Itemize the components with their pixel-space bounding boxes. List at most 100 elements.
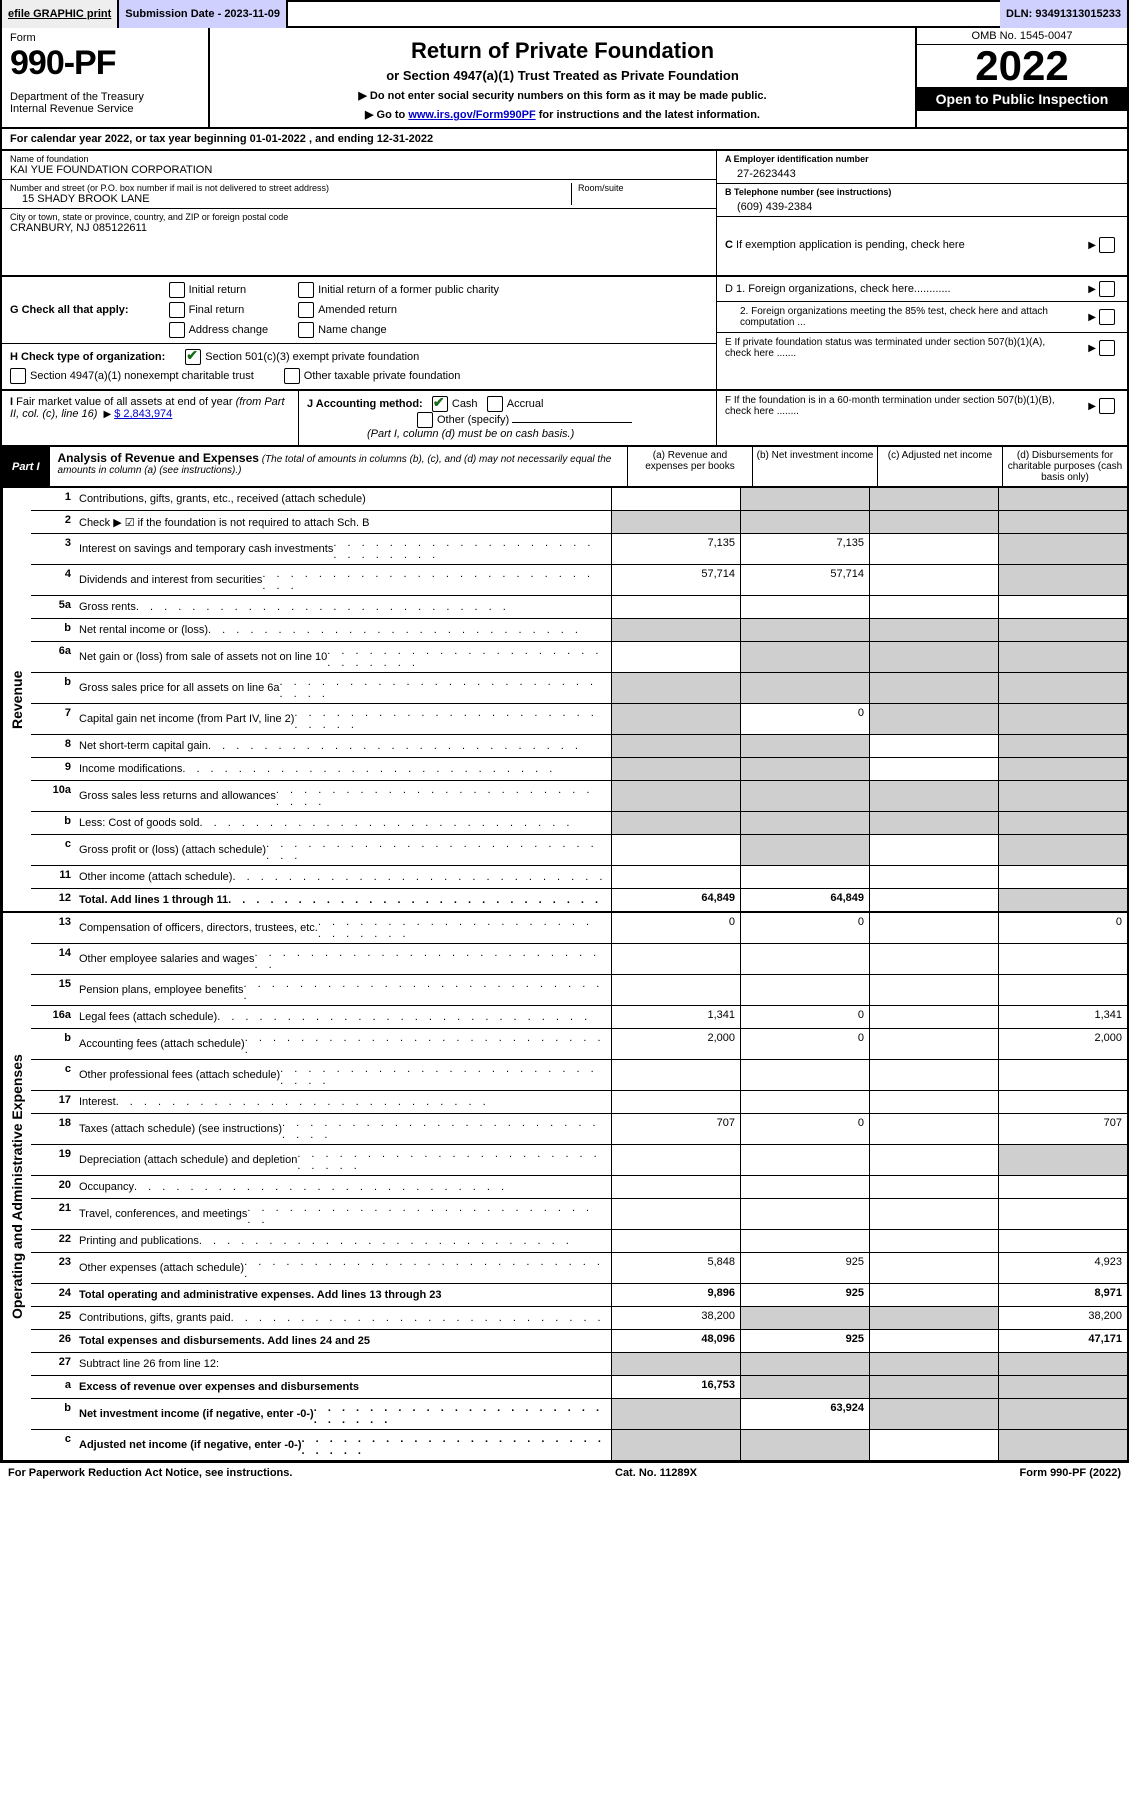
data-cell (869, 673, 998, 703)
data-cell (998, 596, 1127, 618)
top-bar: efile GRAPHIC print Submission Date - 20… (0, 0, 1129, 28)
cb-amended[interactable] (298, 302, 314, 318)
footer-right: Form 990-PF (2022) (1020, 1467, 1122, 1479)
data-cell (740, 1353, 869, 1375)
data-cell: 925 (740, 1330, 869, 1352)
line-number: 3 (31, 534, 75, 564)
section-g-d: G Check all that apply: Initial return I… (0, 277, 1129, 391)
data-cell (869, 1114, 998, 1144)
line-description: Less: Cost of goods sold (75, 812, 611, 834)
data-cell: 1,341 (611, 1006, 740, 1028)
data-cell (869, 835, 998, 865)
part1-header: Part I Analysis of Revenue and Expenses … (0, 447, 1129, 488)
data-cell (611, 1145, 740, 1175)
line-number: b (31, 1029, 75, 1059)
data-cell (740, 735, 869, 757)
data-cell (869, 1330, 998, 1352)
data-cell (998, 1060, 1127, 1090)
line-description: Net gain or (loss) from sale of assets n… (75, 642, 611, 672)
cb-final-return[interactable] (169, 302, 185, 318)
data-cell (869, 1399, 998, 1429)
data-cell (869, 1353, 998, 1375)
cb-f[interactable] (1099, 398, 1115, 414)
line-description: Subtract line 26 from line 12: (75, 1353, 611, 1375)
line-number: 25 (31, 1307, 75, 1329)
data-cell (869, 812, 998, 834)
irs-link[interactable]: www.irs.gov/Form990PF (408, 109, 535, 121)
data-cell: 16,753 (611, 1376, 740, 1398)
efile-link[interactable]: efile GRAPHIC print (2, 0, 119, 28)
data-cell: 7,135 (611, 534, 740, 564)
line-number: b (31, 619, 75, 641)
cb-accrual[interactable] (487, 396, 503, 412)
data-cell (998, 1199, 1127, 1229)
line-description: Gross sales price for all assets on line… (75, 673, 611, 703)
data-cell (869, 1029, 998, 1059)
table-row: 4Dividends and interest from securities5… (31, 565, 1127, 596)
cb-name-change[interactable] (298, 322, 314, 338)
data-cell (740, 642, 869, 672)
cb-d2[interactable] (1099, 309, 1115, 325)
data-cell (611, 619, 740, 641)
data-cell: 0 (740, 1114, 869, 1144)
cb-other-taxable[interactable] (284, 368, 300, 384)
line-number: a (31, 1376, 75, 1398)
cb-address-change[interactable] (169, 322, 185, 338)
checkbox-c[interactable] (1099, 237, 1115, 253)
data-cell: 2,000 (611, 1029, 740, 1059)
line-number: 23 (31, 1253, 75, 1283)
cb-initial-return[interactable] (169, 282, 185, 298)
line-description: Net rental income or (loss) (75, 619, 611, 641)
data-cell (998, 1230, 1127, 1252)
data-cell (869, 596, 998, 618)
table-row: cGross profit or (loss) (attach schedule… (31, 835, 1127, 866)
line-description: Net investment income (if negative, ente… (75, 1399, 611, 1429)
data-cell (611, 812, 740, 834)
table-row: 10aGross sales less returns and allowanc… (31, 781, 1127, 812)
line-number: 8 (31, 735, 75, 757)
line-number: 27 (31, 1353, 75, 1375)
cb-cash[interactable] (432, 396, 448, 412)
data-cell (998, 1145, 1127, 1175)
data-cell (740, 944, 869, 974)
table-row: 6aNet gain or (loss) from sale of assets… (31, 642, 1127, 673)
line-description: Travel, conferences, and meetings (75, 1199, 611, 1229)
line-number: c (31, 1060, 75, 1090)
table-row: 12Total. Add lines 1 through 1164,84964,… (31, 889, 1127, 911)
footer-mid: Cat. No. 11289X (615, 1467, 697, 1479)
line-description: Legal fees (attach schedule) (75, 1006, 611, 1028)
data-cell (869, 642, 998, 672)
line-number: 5a (31, 596, 75, 618)
line-description: Printing and publications (75, 1230, 611, 1252)
data-cell (740, 866, 869, 888)
data-cell (998, 1430, 1127, 1460)
cb-d1[interactable] (1099, 281, 1115, 297)
j-note: (Part I, column (d) must be on cash basi… (367, 428, 574, 440)
tel-label: B Telephone number (see instructions) (725, 187, 1119, 197)
data-cell (998, 1176, 1127, 1198)
table-row: 27Subtract line 26 from line 12: (31, 1353, 1127, 1376)
line-number: 21 (31, 1199, 75, 1229)
line-description: Other employee salaries and wages (75, 944, 611, 974)
table-row: 19Depreciation (attach schedule) and dep… (31, 1145, 1127, 1176)
data-cell (611, 781, 740, 811)
f-row: F If the foundation is in a 60-month ter… (717, 391, 1127, 421)
calendar-year: For calendar year 2022, or tax year begi… (0, 129, 1129, 151)
col-d-header: (d) Disbursements for charitable purpose… (1002, 447, 1127, 486)
cb-501c3[interactable] (185, 349, 201, 365)
line-description: Check ▶ ☑ if the foundation is not requi… (75, 511, 611, 533)
line-description: Excess of revenue over expenses and disb… (75, 1376, 611, 1398)
cb-4947a1[interactable] (10, 368, 26, 384)
data-cell (611, 642, 740, 672)
cb-other[interactable] (417, 412, 433, 428)
d2-row: 2. Foreign organizations meeting the 85%… (717, 302, 1127, 333)
data-cell (998, 758, 1127, 780)
data-cell (740, 488, 869, 510)
line-description: Pension plans, employee benefits (75, 975, 611, 1005)
line-number: c (31, 1430, 75, 1460)
line-description: Total expenses and disbursements. Add li… (75, 1330, 611, 1352)
cb-initial-former[interactable] (298, 282, 314, 298)
data-cell (869, 1307, 998, 1329)
cb-e[interactable] (1099, 340, 1115, 356)
line-number: 6a (31, 642, 75, 672)
